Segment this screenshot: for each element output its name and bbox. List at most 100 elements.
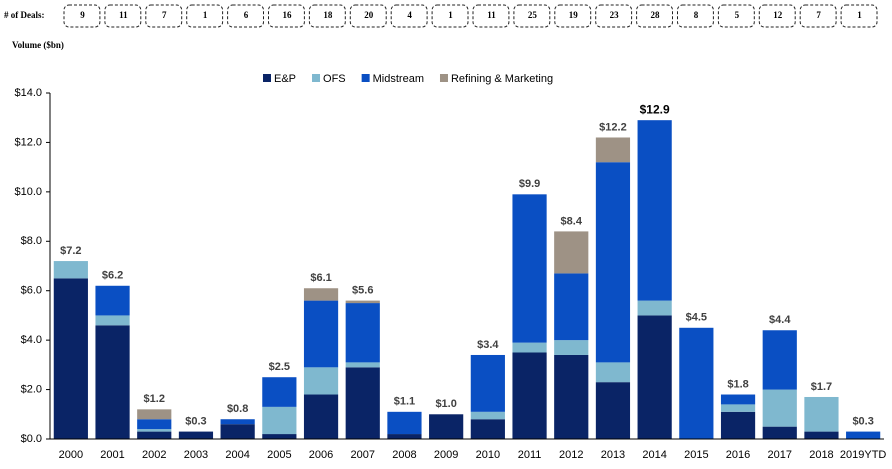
- deal-box: [186, 4, 224, 28]
- y-tick-label: $12.0: [14, 136, 42, 148]
- bar-segment: [137, 419, 172, 430]
- total-label: $2.5: [269, 361, 290, 373]
- x-tick-label: 2013: [601, 449, 625, 461]
- deal-box: [513, 4, 551, 28]
- bar-segment: [53, 278, 88, 439]
- deal-count: 11: [487, 10, 496, 20]
- total-label: $0.3: [185, 415, 206, 427]
- bar-segment: [595, 362, 631, 383]
- bar-segment: [595, 137, 631, 163]
- bar-segment: [303, 300, 339, 368]
- legend-label: OFS: [323, 73, 346, 85]
- bar-segment: [137, 409, 172, 420]
- x-tick-label: 2004: [225, 449, 249, 461]
- deal-count: 4: [407, 10, 412, 20]
- bar-segment: [95, 285, 130, 316]
- deal-box: [268, 4, 305, 28]
- bar-segment: [262, 434, 297, 439]
- bar-segment: [762, 389, 797, 427]
- bar-segment: [720, 394, 756, 405]
- y-tick-label: $8.0: [21, 235, 42, 247]
- bar-segment: [720, 404, 756, 412]
- deal-box: [799, 4, 837, 28]
- bar-segment: [762, 330, 797, 390]
- total-label: $6.2: [102, 270, 123, 282]
- deal-count: 23: [610, 10, 620, 20]
- deal-box: [63, 4, 101, 28]
- bar-segment: [554, 354, 589, 439]
- bar-segment: [137, 429, 172, 432]
- legend-label: E&P: [274, 73, 296, 85]
- y-tick-label: $4.0: [21, 334, 42, 346]
- x-tick-label: 2010: [476, 449, 500, 461]
- y-tick-label: $6.0: [21, 285, 42, 297]
- total-label: $8.4: [561, 215, 583, 227]
- x-tick-label: 2011: [518, 449, 542, 461]
- deal-box: [472, 4, 510, 28]
- total-label: $1.1: [394, 396, 415, 408]
- deal-count: 11: [119, 10, 128, 20]
- bar-segment: [387, 434, 422, 439]
- bar-segment: [554, 273, 589, 341]
- total-label: $0.3: [852, 415, 873, 427]
- total-label: $4.5: [686, 312, 707, 324]
- deal-box: [390, 4, 428, 28]
- deal-count: 25: [528, 10, 538, 20]
- total-label: $9.9: [519, 178, 540, 190]
- bar-segment: [345, 300, 380, 304]
- bar-segment: [53, 261, 88, 279]
- bar-segment: [595, 382, 631, 439]
- x-tick-label: 2019YTD: [840, 449, 887, 461]
- deal-box: [104, 4, 142, 28]
- bar-segment: [512, 194, 547, 343]
- deal-box: [717, 4, 755, 28]
- legend-swatch: [439, 74, 448, 82]
- x-tick-label: 2001: [100, 449, 124, 461]
- deal-count: 19: [569, 10, 579, 20]
- deal-count: 20: [364, 10, 374, 20]
- total-label: $1.0: [435, 398, 456, 410]
- bar-segment: [637, 315, 672, 439]
- x-tick-label: 2016: [726, 449, 750, 461]
- bar-segment: [512, 342, 547, 353]
- total-label: $1.2: [144, 393, 165, 405]
- y-tick-label: $0.0: [21, 433, 42, 445]
- x-tick-label: 2018: [809, 449, 833, 461]
- legend-label: Refining & Marketing: [451, 73, 553, 85]
- bar-segment: [137, 431, 172, 439]
- deal-count: 9: [80, 10, 85, 20]
- total-label: $5.6: [352, 285, 373, 297]
- bar-segment: [637, 120, 672, 301]
- bar-segment: [303, 394, 339, 439]
- deal-box: [636, 4, 673, 28]
- bar-segment: [762, 426, 797, 439]
- legend-swatch: [263, 74, 271, 82]
- x-tick-label: 2003: [184, 449, 208, 461]
- bar-segment: [470, 411, 505, 420]
- bar-segment: [554, 231, 589, 274]
- deal-count: 6: [244, 10, 249, 20]
- bar-segment: [345, 362, 380, 368]
- total-label: $3.4: [477, 339, 499, 351]
- deal-count: 16: [282, 10, 292, 20]
- bar-segment: [345, 303, 380, 363]
- deal-count: 7: [162, 10, 167, 20]
- bar-segment: [387, 411, 422, 435]
- x-tick-label: 2002: [142, 449, 166, 461]
- bar-segment: [262, 406, 297, 435]
- deal-count: 1: [448, 10, 453, 20]
- bar-segment: [303, 367, 339, 395]
- legend-swatch: [361, 74, 370, 82]
- x-tick-label: 2012: [559, 449, 583, 461]
- bar-segment: [554, 340, 589, 355]
- total-label: $4.4: [769, 314, 791, 326]
- total-label: $12.2: [599, 121, 627, 133]
- bar-segment: [262, 377, 297, 407]
- bar-segment: [512, 352, 547, 439]
- deal-count: 12: [773, 10, 783, 20]
- total-label: $12.9: [640, 102, 670, 116]
- bar-segment: [178, 431, 214, 439]
- deals-label: # of Deals:: [4, 10, 45, 20]
- deal-count: 28: [651, 10, 661, 20]
